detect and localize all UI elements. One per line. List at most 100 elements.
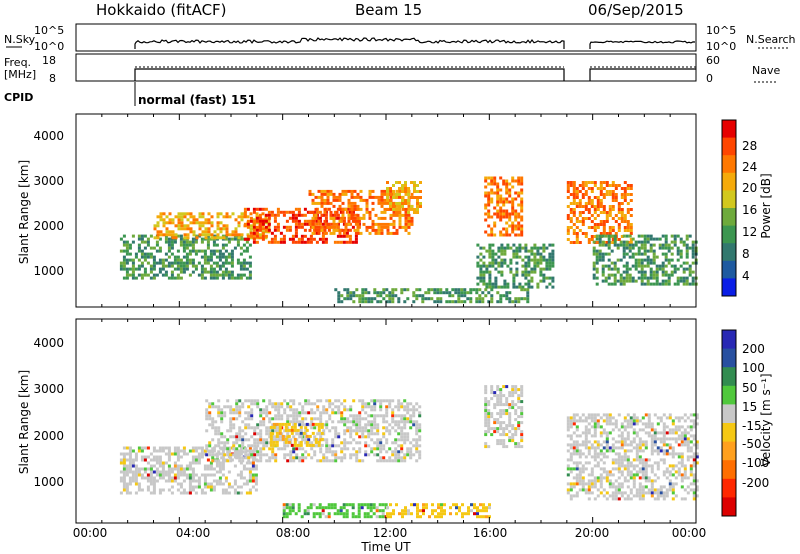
echo-cell	[283, 447, 287, 451]
echo-cell	[250, 399, 254, 403]
echo-cell	[629, 214, 633, 217]
echo-cell	[161, 464, 165, 468]
echo-cell	[271, 429, 275, 433]
echo-cell	[125, 446, 129, 450]
echo-cell	[512, 249, 516, 253]
echo-cell	[514, 385, 518, 389]
echo-cell	[496, 209, 500, 213]
echo-cell	[198, 215, 202, 219]
echo-cell	[185, 267, 189, 271]
echo-cell	[239, 452, 243, 456]
echo-cell	[211, 453, 215, 457]
echo-cell	[227, 237, 231, 241]
echo-cell	[691, 246, 695, 250]
echo-cell	[635, 419, 639, 423]
echo-cell	[322, 408, 326, 412]
echo-cell	[677, 467, 681, 471]
echo-cell	[520, 409, 524, 413]
echo-cell	[122, 446, 126, 450]
echo-cell	[146, 446, 150, 450]
echo-cell	[646, 249, 650, 253]
echo-cell	[614, 419, 618, 423]
echo-cell	[205, 414, 209, 418]
echo-cell	[590, 199, 594, 202]
echo-cell	[338, 204, 342, 208]
echo-cell	[403, 408, 407, 412]
echo-cell	[499, 427, 503, 431]
echo-cell	[686, 416, 690, 420]
echo-cell	[404, 199, 407, 202]
echo-cell	[173, 473, 177, 477]
echo-cell	[502, 412, 506, 416]
echo-cell	[203, 479, 207, 483]
echo-cell	[572, 449, 576, 453]
echo-cell	[284, 425, 288, 429]
echo-cell	[592, 267, 596, 271]
echo-cell	[212, 267, 216, 271]
echo-cell	[668, 413, 672, 417]
echo-cell	[422, 512, 425, 516]
echo-cell	[209, 485, 213, 489]
echo-cell	[506, 285, 510, 289]
echo-cell	[158, 270, 162, 274]
echo-cell	[227, 446, 231, 450]
echo-cell	[232, 423, 236, 427]
echo-cell	[203, 270, 207, 274]
echo-cell	[265, 411, 269, 415]
echo-cell	[348, 237, 352, 241]
echo-cell	[548, 261, 552, 265]
echo-cell	[128, 273, 132, 277]
echo-cell	[394, 429, 398, 433]
echo-cell	[505, 397, 509, 401]
echo-cell	[661, 246, 665, 250]
echo-cell	[122, 249, 126, 253]
echo-cell	[431, 503, 434, 507]
echo-cell	[484, 442, 488, 446]
echo-cell	[476, 243, 480, 247]
echo-cell	[277, 405, 281, 409]
echo-cell	[328, 417, 332, 421]
echo-cell	[185, 246, 189, 250]
echo-cell	[511, 203, 515, 207]
echo-cell	[321, 240, 325, 244]
echo-cell	[512, 285, 516, 289]
echo-cell	[604, 264, 608, 268]
echo-cell	[304, 411, 308, 415]
echo-cell	[292, 399, 296, 403]
echo-cell	[619, 279, 623, 283]
echo-cell	[602, 181, 606, 184]
echo-cell	[385, 429, 389, 433]
echo-cell	[671, 419, 675, 423]
echo-cell	[182, 255, 186, 259]
echo-cell	[356, 219, 360, 223]
echo-cell	[407, 201, 411, 205]
echo-cell	[527, 285, 531, 289]
echo-cell	[499, 297, 503, 301]
echo-cell	[619, 276, 623, 280]
echo-cell	[310, 441, 314, 445]
freq-label-line2: [MHz]	[4, 68, 36, 81]
echo-cell	[282, 234, 286, 238]
echo-cell	[354, 234, 358, 238]
echo-cell	[514, 297, 518, 301]
echo-cell	[661, 267, 665, 271]
echo-cell	[284, 437, 288, 441]
echo-cell	[317, 201, 321, 205]
echo-cell	[643, 237, 647, 241]
echo-cell	[503, 258, 507, 262]
echo-cell	[617, 497, 621, 501]
echo-cell	[336, 240, 340, 244]
echo-cell	[673, 243, 677, 247]
echo-cell	[152, 458, 156, 462]
echo-cell	[416, 196, 419, 199]
echo-cell	[520, 176, 524, 180]
echo-cell	[670, 246, 674, 250]
echo-cell	[230, 270, 234, 274]
echo-cell	[415, 447, 419, 451]
echo-cell	[320, 204, 324, 208]
echo-cell	[262, 453, 266, 457]
echo-cell	[191, 240, 195, 244]
echo-cell	[297, 222, 301, 226]
echo-cell	[584, 425, 588, 429]
echo-cell	[664, 258, 668, 262]
